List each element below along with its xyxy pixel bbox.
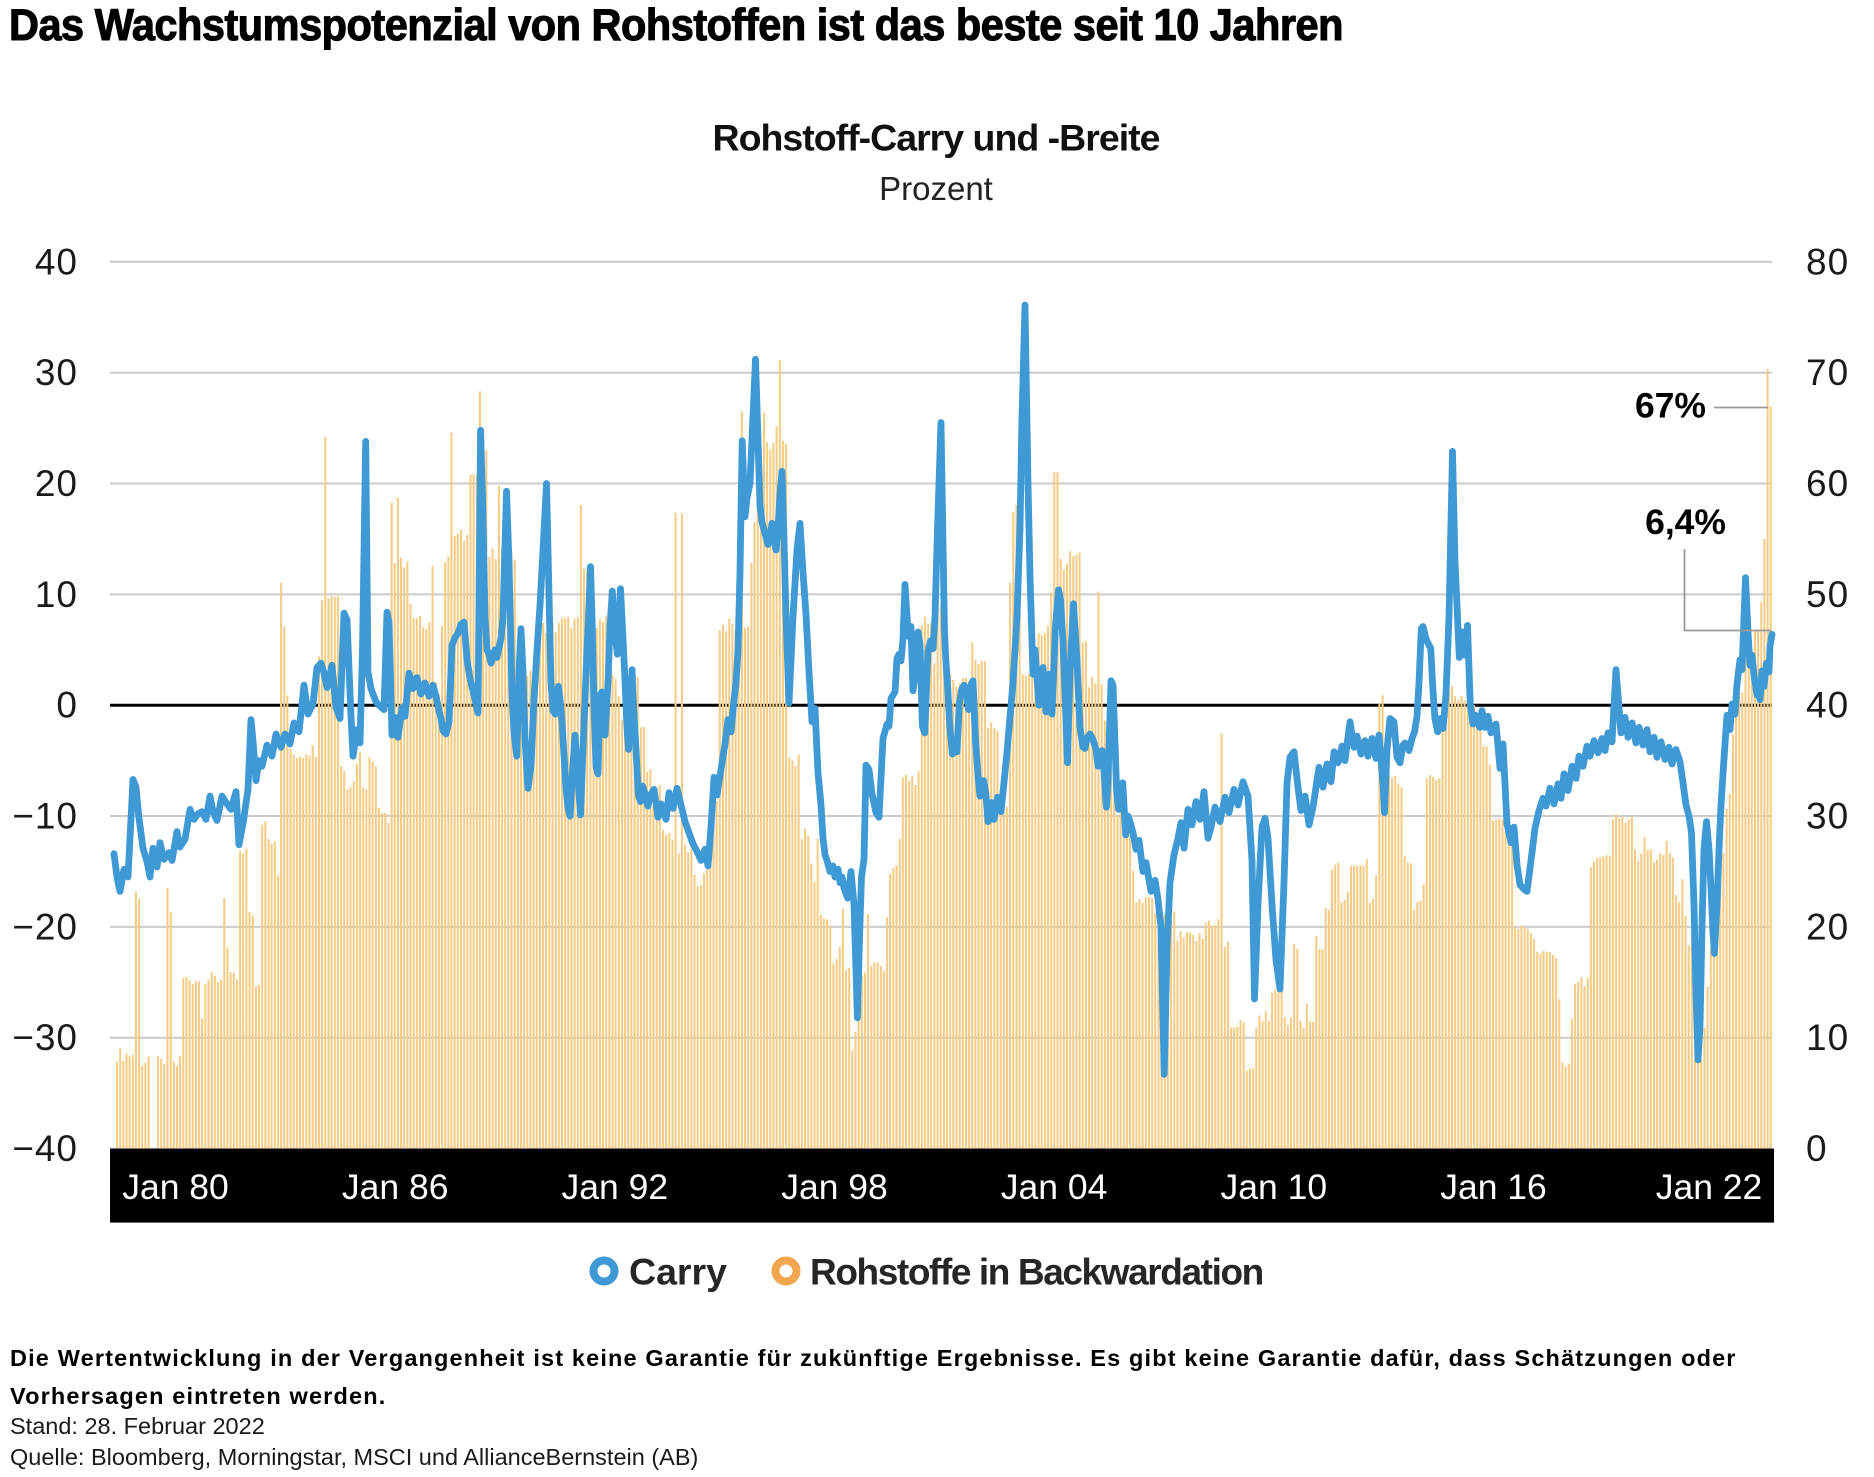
svg-text:Rohstoffe in Backwardation: Rohstoffe in Backwardation bbox=[810, 1252, 1263, 1293]
svg-text:50: 50 bbox=[1806, 574, 1849, 615]
svg-text:Quelle: Bloomberg, Morningstar: Quelle: Bloomberg, Morningstar, MSCI und… bbox=[10, 1444, 698, 1470]
svg-text:−10: −10 bbox=[12, 796, 78, 837]
svg-text:−30: −30 bbox=[12, 1017, 78, 1058]
svg-text:−20: −20 bbox=[12, 906, 78, 947]
svg-text:0: 0 bbox=[1806, 1128, 1828, 1169]
svg-text:Jan 80: Jan 80 bbox=[122, 1167, 229, 1207]
svg-text:Jan 98: Jan 98 bbox=[781, 1167, 888, 1207]
svg-text:30: 30 bbox=[35, 352, 78, 393]
svg-text:Vorhersagen eintreten werden.: Vorhersagen eintreten werden. bbox=[10, 1383, 386, 1409]
svg-text:20: 20 bbox=[1806, 906, 1849, 947]
svg-text:Das Wachstumspotenzial von Roh: Das Wachstumspotenzial von Rohstoffen is… bbox=[9, 1, 1343, 51]
svg-text:70: 70 bbox=[1806, 352, 1849, 393]
svg-text:0: 0 bbox=[56, 685, 78, 726]
svg-text:Jan 22: Jan 22 bbox=[1656, 1167, 1763, 1207]
svg-text:10: 10 bbox=[35, 574, 78, 615]
svg-text:Die Wertentwicklung in der Ver: Die Wertentwicklung in der Vergangenheit… bbox=[10, 1345, 1737, 1371]
svg-text:67%: 67% bbox=[1635, 386, 1706, 426]
svg-text:Prozent: Prozent bbox=[879, 170, 993, 207]
svg-text:20: 20 bbox=[35, 463, 78, 504]
svg-text:80: 80 bbox=[1806, 241, 1849, 282]
svg-text:60: 60 bbox=[1806, 463, 1849, 504]
svg-text:Jan 16: Jan 16 bbox=[1440, 1167, 1547, 1207]
svg-text:Jan 04: Jan 04 bbox=[1001, 1167, 1108, 1207]
svg-text:Jan 10: Jan 10 bbox=[1221, 1167, 1328, 1207]
svg-text:Jan 92: Jan 92 bbox=[562, 1167, 669, 1207]
svg-text:30: 30 bbox=[1806, 796, 1849, 837]
svg-text:6,4%: 6,4% bbox=[1645, 502, 1726, 542]
svg-text:40: 40 bbox=[35, 241, 78, 282]
svg-text:10: 10 bbox=[1806, 1017, 1849, 1058]
svg-text:Jan 86: Jan 86 bbox=[342, 1167, 449, 1207]
svg-text:40: 40 bbox=[1806, 685, 1849, 726]
svg-text:Stand: 28. Februar 2022: Stand: 28. Februar 2022 bbox=[10, 1413, 265, 1439]
svg-text:Rohstoff-Carry und -Breite: Rohstoff-Carry und -Breite bbox=[713, 117, 1160, 159]
svg-text:−40: −40 bbox=[12, 1128, 78, 1169]
svg-text:Carry: Carry bbox=[629, 1251, 727, 1293]
